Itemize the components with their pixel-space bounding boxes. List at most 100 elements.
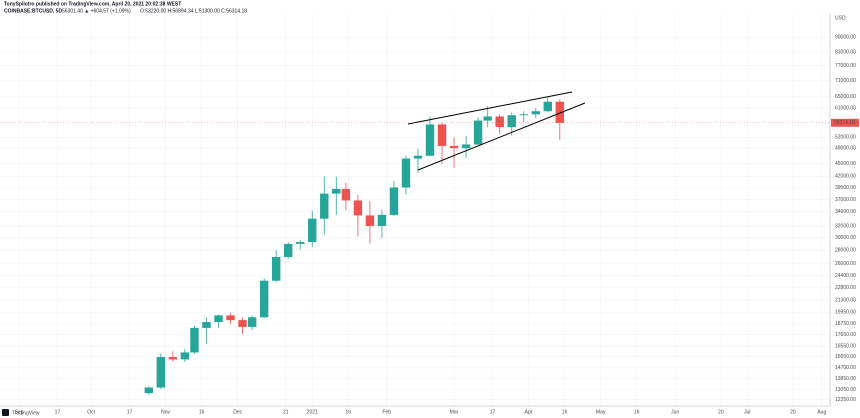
y-tick-label: 28000.00 xyxy=(835,248,856,254)
candle-body xyxy=(353,200,363,216)
candle-body xyxy=(202,322,211,328)
x-tick-label: 16 xyxy=(562,409,568,415)
candle-body xyxy=(483,116,492,121)
y-tick-label: 24400.00 xyxy=(835,273,856,279)
y-tick-label: 14700.00 xyxy=(835,365,856,371)
y-tick-label: 12350.00 xyxy=(835,397,856,403)
candle-body xyxy=(425,124,435,156)
y-tick-label: 13050.00 xyxy=(835,387,856,393)
y-tick-label: 52000.00 xyxy=(835,135,856,141)
y-tick-label: 65000.00 xyxy=(835,94,856,100)
x-tick-label: 20 xyxy=(718,409,724,415)
candle-body xyxy=(168,357,178,360)
candle-body xyxy=(365,215,375,226)
x-tick-label: Jun xyxy=(671,409,679,415)
candle-body xyxy=(332,188,341,194)
candle-body xyxy=(259,280,269,318)
ohlc: O:53220.00 H:56894.34 L:51300.00 C:56314… xyxy=(140,8,247,14)
x-tick-label: 16 xyxy=(346,409,352,415)
candle-body xyxy=(413,155,423,159)
y-tick-label: 49000.00 xyxy=(835,146,856,152)
brand: TradingView xyxy=(12,410,40,416)
change: 56301.40 ▲ +604.57 (+1.09%) xyxy=(62,8,131,14)
candle-body xyxy=(495,116,504,128)
y-tick-label: 71000.00 xyxy=(835,78,856,84)
candle-body xyxy=(247,317,257,327)
x-tick-label: Dec xyxy=(233,409,242,415)
x-tick-label: Sep xyxy=(15,409,24,415)
y-tick-label: 45000.00 xyxy=(835,161,856,167)
candle-body xyxy=(437,124,447,146)
y-tick-label: 39500.00 xyxy=(835,185,856,191)
candle-body xyxy=(308,218,317,243)
candle-body xyxy=(461,144,471,149)
candle-body xyxy=(531,111,540,115)
y-tick-label: 18750.00 xyxy=(835,321,856,327)
symbol: COINBASE:BTCUSD, 5D xyxy=(4,8,62,14)
x-tick-label: May xyxy=(596,409,606,415)
candle-body xyxy=(283,243,293,257)
x-tick-label: 20 xyxy=(790,409,796,415)
candle-body xyxy=(555,101,565,123)
y-tick-label: 17650.00 xyxy=(835,332,856,338)
x-tick-label: 17 xyxy=(55,409,61,415)
candle-body xyxy=(449,145,459,149)
candle-body xyxy=(341,188,351,201)
y-tick-label: 15650.00 xyxy=(835,354,856,360)
x-tick-label: Aug xyxy=(817,409,826,415)
candle-body xyxy=(214,315,223,323)
wedge-upper xyxy=(407,91,573,125)
x-tick-label: Oct xyxy=(87,409,95,415)
y-tick-label: 19950.00 xyxy=(835,309,856,315)
x-tick-label: 17 xyxy=(490,409,496,415)
y-tick-label: 13850.00 xyxy=(835,376,856,382)
y-tick-label: 22800.00 xyxy=(835,285,856,291)
candle-body xyxy=(156,357,166,388)
publisher: TonySpilotro published on TradingView.co… xyxy=(4,1,181,7)
x-tick-label: Nov xyxy=(161,409,170,415)
x-tick-label: Feb xyxy=(382,409,391,415)
y-tick-label: 83000.00 xyxy=(835,49,856,55)
y-tick-label: 34600.00 xyxy=(835,209,856,215)
y-tick-label: 30000.00 xyxy=(835,235,856,241)
y-tick-label: 37000.00 xyxy=(835,197,856,203)
candle-body xyxy=(401,158,411,188)
candle-body xyxy=(144,387,153,394)
x-tick-label: 21 xyxy=(283,409,289,415)
candle-body xyxy=(226,315,235,321)
grid xyxy=(0,14,830,406)
candle-body xyxy=(296,242,305,244)
candle-body xyxy=(507,115,516,128)
candle-body xyxy=(543,101,552,112)
candle-body xyxy=(389,187,399,215)
x-tick-label: 16 xyxy=(634,409,640,415)
x-tick-label: Mar xyxy=(450,409,459,415)
candle-body xyxy=(519,114,528,116)
y-tick-label: 32000.00 xyxy=(835,223,856,229)
x-tick-label: 16 xyxy=(199,409,205,415)
y-tick-label: 26000.00 xyxy=(835,261,856,267)
logo xyxy=(2,409,9,416)
x-tick-label: Apr xyxy=(525,409,533,415)
currency: USD xyxy=(835,15,846,21)
candle-body xyxy=(238,320,247,327)
candle-body xyxy=(377,214,387,226)
candle-body xyxy=(271,256,281,281)
candle-body xyxy=(190,327,199,353)
candle-body xyxy=(180,352,190,360)
y-tick-label: 90000.00 xyxy=(835,35,856,41)
candles xyxy=(144,97,565,395)
x-tick-label: Jul xyxy=(744,409,750,415)
x-tick-label: 17 xyxy=(127,409,133,415)
candle-body xyxy=(473,120,483,145)
last-price-box xyxy=(831,118,859,127)
y-tick-label: 77000.00 xyxy=(835,63,856,69)
y-tick-label: 16550.00 xyxy=(835,344,856,350)
y-tick-label: 21300.00 xyxy=(835,298,856,304)
candle-body xyxy=(320,193,329,219)
y-tick-label: 61000.00 xyxy=(835,106,856,112)
wedge-lower xyxy=(417,102,586,171)
y-tick-label: 42000.00 xyxy=(835,174,856,180)
